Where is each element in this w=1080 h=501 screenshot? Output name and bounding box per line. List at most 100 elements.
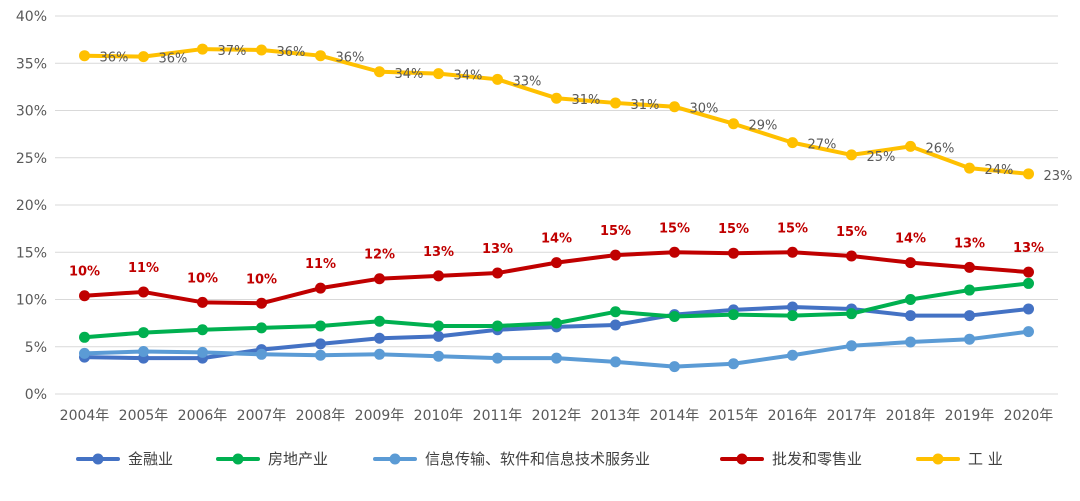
data-point: [787, 310, 798, 322]
y-tick-label: 20%: [16, 198, 47, 214]
data-point: [138, 51, 149, 63]
data-point: [315, 50, 326, 62]
data-point: [846, 250, 857, 262]
data-label: 11%: [128, 261, 159, 276]
legend-label: 房地产业: [268, 450, 328, 468]
data-point: [787, 246, 798, 258]
data-label: 15%: [777, 221, 808, 236]
y-tick-label: 25%: [16, 151, 47, 167]
legend-swatch-marker: [92, 453, 104, 465]
data-point: [315, 320, 326, 332]
y-tick-label: 0%: [25, 387, 47, 403]
data-point: [787, 301, 798, 313]
data-point: [197, 296, 208, 308]
data-label: 14%: [895, 232, 926, 247]
data-point: [964, 310, 975, 322]
data-point: [551, 317, 562, 329]
data-label: 34%: [454, 69, 483, 84]
data-point: [610, 356, 621, 368]
legend-swatch-marker: [736, 453, 748, 465]
data-label: 10%: [187, 271, 218, 286]
data-point: [433, 270, 444, 282]
data-label: 15%: [600, 224, 631, 239]
data-point: [905, 257, 916, 269]
data-point: [256, 297, 267, 309]
data-label: 14%: [541, 232, 572, 247]
data-point: [256, 348, 267, 360]
legend-swatch-marker: [232, 453, 244, 465]
series-2: [79, 326, 1034, 373]
data-point: [433, 320, 444, 332]
data-point: [138, 327, 149, 339]
x-tick-label: 2004年: [60, 408, 110, 424]
data-point: [610, 306, 621, 318]
legend-swatch-marker: [389, 453, 401, 465]
data-point: [551, 352, 562, 364]
legend-label: 金融业: [128, 450, 173, 468]
data-label: 31%: [572, 93, 601, 108]
data-point: [492, 352, 503, 364]
data-point: [669, 101, 680, 113]
data-label: 13%: [482, 242, 513, 257]
series-3: [79, 246, 1034, 309]
data-label: 15%: [659, 221, 690, 236]
x-tick-label: 2018年: [886, 408, 936, 424]
data-label: 37%: [218, 44, 247, 59]
data-point: [374, 348, 385, 360]
x-tick-label: 2005年: [119, 408, 169, 424]
data-point: [728, 309, 739, 321]
x-tick-label: 2009年: [355, 408, 405, 424]
data-point: [905, 294, 916, 305]
series-4: [79, 43, 1034, 180]
data-point: [256, 44, 267, 56]
data-label: 13%: [954, 236, 985, 251]
data-point: [197, 43, 208, 55]
data-point: [1023, 277, 1034, 289]
data-point: [728, 118, 739, 130]
data-label: 24%: [985, 163, 1014, 178]
data-label: 25%: [867, 150, 896, 165]
data-point: [787, 349, 798, 361]
y-tick-label: 30%: [16, 104, 47, 120]
x-tick-label: 2020年: [1004, 408, 1054, 424]
data-point: [138, 286, 149, 298]
series-lines: [79, 43, 1034, 373]
data-point: [197, 346, 208, 358]
y-tick-label: 35%: [16, 56, 47, 72]
x-tick-label: 2017年: [827, 408, 877, 424]
x-tick-label: 2011年: [473, 408, 523, 424]
data-label: 36%: [277, 45, 306, 60]
data-point: [492, 267, 503, 279]
data-point: [551, 92, 562, 104]
data-label: 13%: [423, 245, 454, 260]
data-label: 10%: [69, 265, 100, 280]
data-point: [138, 345, 149, 357]
data-point: [728, 358, 739, 370]
x-tick-label: 2007年: [237, 408, 287, 424]
legend-swatch-marker: [932, 453, 944, 465]
data-point: [315, 349, 326, 361]
data-label: 27%: [808, 138, 837, 153]
data-label: 36%: [100, 51, 129, 66]
legend-label: 批发和零售业: [772, 450, 862, 468]
data-label: 23%: [1044, 169, 1073, 184]
x-tick-label: 2012年: [532, 408, 582, 424]
data-point: [79, 290, 90, 302]
data-point: [79, 331, 90, 343]
y-tick-label: 40%: [16, 9, 47, 25]
series-line: [82, 305, 1031, 361]
data-label: 36%: [159, 52, 188, 67]
data-label: 13%: [1013, 241, 1044, 256]
x-tick-label: 2013年: [591, 408, 641, 424]
data-point: [905, 140, 916, 152]
data-point: [787, 137, 798, 149]
x-tick-label: 2010年: [414, 408, 464, 424]
series-1: [79, 277, 1034, 343]
data-point: [492, 320, 503, 332]
legend-label: 信息传输、软件和信息技术服务业: [425, 450, 650, 468]
legend-item: 房地产业: [216, 450, 328, 468]
data-label: 30%: [690, 102, 719, 117]
data-label: 33%: [513, 74, 542, 89]
